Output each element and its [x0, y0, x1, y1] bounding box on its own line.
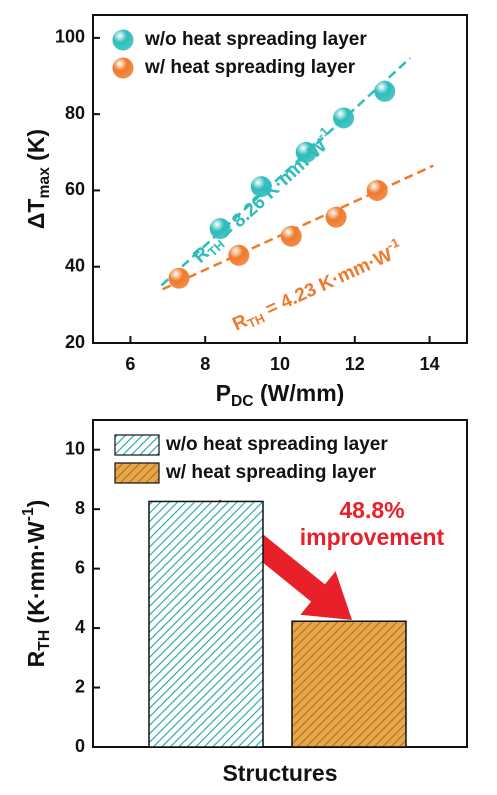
- x-tick-label: 12: [345, 354, 365, 374]
- label-part: (W/mm): [254, 380, 345, 406]
- legend-label: w/o heat spreading layer: [165, 434, 388, 455]
- label-part: R: [23, 650, 49, 667]
- y-tick-label: 60: [65, 179, 85, 199]
- data-point: [168, 267, 190, 289]
- legend-swatch: [114, 462, 160, 484]
- y-tick-label: 20: [65, 332, 85, 352]
- label-part: = 4.23 K·mm·W: [258, 244, 396, 322]
- data-point: [333, 107, 355, 129]
- x-axis-label: PDC (W/mm): [216, 380, 345, 410]
- y-axis-label: RTH (K·mm·W-1): [20, 500, 53, 668]
- label-part: P: [216, 380, 231, 406]
- label-part: -1: [20, 507, 37, 521]
- x-tick-label: 14: [420, 354, 440, 374]
- legend-label: w/o heat spreading layer: [144, 29, 367, 50]
- label-part: = 8.26 K·mm·W: [212, 135, 331, 246]
- label-part: (K·mm·W: [23, 521, 49, 630]
- legend-marker: [112, 29, 134, 51]
- data-point: [228, 244, 250, 266]
- improvement-label: improvement: [300, 524, 445, 550]
- y-tick-label: 6: [75, 557, 85, 577]
- x-tick-label: 10: [270, 354, 290, 374]
- x-tick-label: 8: [200, 354, 210, 374]
- fit-annotation: RTH = 8.26 K·mm·W-1: [186, 124, 341, 269]
- data-point: [366, 179, 388, 201]
- bar: [148, 500, 264, 748]
- label-part: -1: [385, 235, 402, 253]
- label-part: ): [23, 500, 49, 508]
- fit-line: [162, 164, 434, 291]
- data-point: [250, 176, 272, 198]
- fit-annotation: RTH = 4.23 K·mm·W-1: [227, 235, 407, 337]
- y-tick-label: 2: [75, 676, 85, 696]
- bar: [291, 620, 407, 748]
- label-part: (K): [23, 129, 49, 167]
- data-point: [374, 80, 396, 102]
- legend-label: w/ heat spreading layer: [165, 462, 377, 483]
- legend-swatch: [114, 434, 160, 456]
- label-part: TH: [245, 311, 267, 332]
- label-part: ΔT: [23, 199, 49, 230]
- axes-frame: [92, 419, 468, 748]
- data-point: [209, 218, 231, 240]
- improvement-label: 48.8%: [339, 497, 404, 523]
- data-point: [325, 206, 347, 228]
- data-point: [295, 141, 317, 163]
- y-tick-label: 100: [55, 27, 85, 47]
- fit-line: [160, 57, 411, 287]
- legend-marker: [112, 57, 134, 79]
- label-part: max: [36, 167, 53, 199]
- y-tick-label: 4: [75, 617, 85, 637]
- y-tick-label: 0: [75, 736, 85, 756]
- y-tick-label: 80: [65, 103, 85, 123]
- y-tick-label: 40: [65, 255, 85, 275]
- data-point: [280, 225, 302, 247]
- x-tick-label: 6: [125, 354, 135, 374]
- y-tick-label: 10: [65, 438, 85, 458]
- y-axis-label: ΔTmax (K): [23, 129, 53, 229]
- legend-label: w/ heat spreading layer: [144, 57, 356, 78]
- label-part: DC: [231, 393, 254, 410]
- x-axis-label: Structures: [222, 760, 337, 786]
- label-part: TH: [36, 630, 53, 651]
- y-tick-label: 8: [75, 498, 85, 518]
